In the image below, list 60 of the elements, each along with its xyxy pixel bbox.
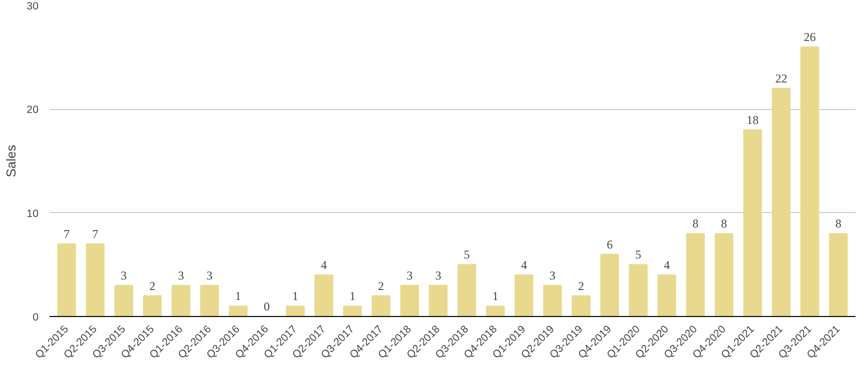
y-axis-title: Sales: [4, 144, 19, 178]
data-label: 8: [692, 216, 698, 231]
y-tick-label: 10: [26, 208, 39, 220]
bar: [658, 274, 676, 316]
data-label: 1: [292, 289, 298, 304]
data-label: 2: [378, 278, 384, 293]
bar: [400, 284, 419, 316]
bar: [343, 306, 362, 316]
bar: [572, 295, 590, 316]
data-label: 3: [120, 268, 127, 282]
bar: [828, 233, 848, 316]
bar: [228, 306, 248, 316]
data-label: 4: [320, 258, 327, 272]
data-label: 1: [235, 289, 242, 304]
bar: [286, 306, 305, 316]
data-label: 8: [721, 216, 728, 231]
bar: [743, 129, 762, 316]
data-label: 5: [635, 248, 642, 262]
data-label: 6: [606, 237, 613, 252]
data-label: 3: [435, 268, 442, 282]
data-label: 3: [206, 268, 213, 282]
bar: [686, 233, 705, 316]
bar: [543, 284, 562, 316]
bar: [428, 284, 448, 316]
bar: [772, 88, 791, 316]
bar: [172, 284, 190, 316]
data-label: 2: [578, 278, 584, 293]
bar: [800, 46, 820, 316]
data-label: 0: [264, 300, 270, 314]
data-label: 3: [406, 268, 413, 282]
bar: [200, 284, 219, 316]
data-label: 4: [520, 258, 527, 272]
data-label: 1: [349, 289, 356, 304]
data-label: 7: [92, 226, 98, 241]
bar: [714, 233, 734, 316]
y-tick-label: 20: [26, 104, 39, 116]
bar: [628, 264, 648, 316]
bar: [600, 254, 620, 316]
data-label: 7: [64, 226, 70, 241]
y-tick-label: 0: [32, 312, 39, 324]
bar: [86, 243, 105, 316]
data-label: 5: [464, 248, 470, 262]
data-label: 3: [550, 268, 556, 282]
data-label: 22: [775, 71, 788, 86]
bar: [314, 274, 334, 316]
data-label: 1: [492, 289, 498, 304]
data-label: 2: [149, 278, 156, 293]
bar: [143, 295, 162, 316]
bar: [114, 284, 134, 316]
y-tick-label: 30: [26, 0, 39, 12]
bar: [372, 295, 390, 316]
bar: [457, 264, 476, 316]
data-label: 4: [664, 258, 670, 272]
data-label: 18: [746, 112, 759, 127]
bar: [486, 306, 505, 316]
data-label: 3: [178, 268, 184, 282]
data-label: 8: [835, 216, 842, 231]
bar: [57, 243, 76, 316]
bar: [514, 274, 534, 316]
data-label: 26: [804, 30, 816, 44]
